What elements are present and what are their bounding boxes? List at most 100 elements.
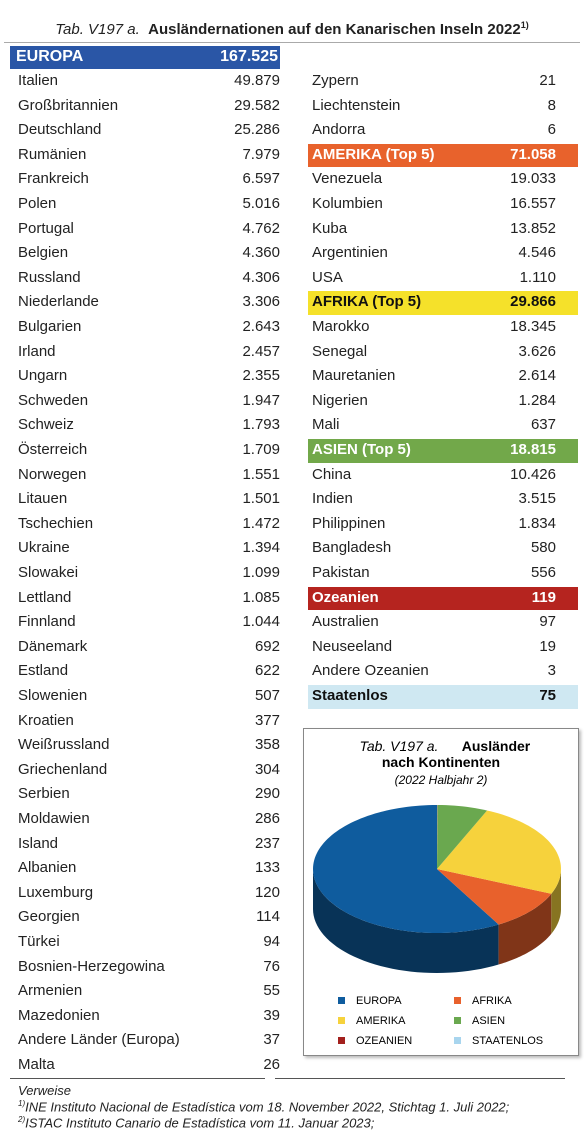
country-name: Großbritannien [18,96,119,114]
country-value: 8 [547,96,556,114]
country-name: Schweiz [18,416,74,434]
country-name: Ungarn [18,367,68,385]
country-name: Armenien [18,982,83,1000]
section-total: 75 [539,687,556,704]
pie-title-prefix: Tab. V197 a. [360,738,439,754]
country-value: 290 [254,785,280,803]
country-name: Slowenien [18,687,88,704]
country-name: Pakistan [312,564,370,581]
country-value: 304 [254,760,280,778]
country-value: 97 [539,613,556,631]
country-name: Andere Ozeanien [312,662,429,680]
title-rule [4,42,580,43]
country-name: Indien [312,490,353,508]
country-value: 133 [254,859,280,877]
slice [437,805,438,869]
country-value: 21 [539,72,556,89]
legend-swatch [454,1037,461,1044]
country-value: 237 [254,834,280,852]
country-name: Senegal [312,342,368,360]
slice-side [313,869,499,973]
country-value: 1.085 [242,588,280,606]
section-name: EUROPA [16,48,84,66]
country-value: 4.360 [242,244,280,262]
country-value: 1.834 [518,514,556,532]
country-value: 3.515 [518,490,556,508]
pie-subtitle: (2022 Halbjahr 2) [395,773,488,787]
country-name: Estland [18,662,69,680]
country-name: Türkei [18,933,60,950]
section-header [308,439,578,463]
country-value: 4.546 [518,244,556,262]
country-value: 2.457 [242,342,280,360]
country-value: 637 [530,416,556,434]
country-name: Australien [312,613,379,631]
section-name: Staatenlos [312,687,388,704]
pie-chart: Tab. V197 a. Ausländer nach Kontinenten (… [313,738,561,1047]
country-name: Rumänien [18,145,87,163]
footnote-text: ISTAC Instituto Canario de Estadística v… [25,1115,375,1131]
country-value: 3 [547,662,556,680]
slice [437,869,552,925]
country-value: 1.099 [242,564,280,581]
country-value: 25.286 [234,121,280,139]
country-value: 286 [254,810,280,827]
country-name: Mali [312,416,340,434]
country-name: Kroatien [18,711,74,729]
section-total: 29.866 [510,293,556,311]
country-value: 6.597 [242,170,280,188]
country-name: Finnland [18,613,76,631]
country-value: 2.643 [242,318,280,335]
country-value: 26 [263,1056,280,1073]
legend-label: STAATENLOS [472,1035,543,1047]
country-value: 4.762 [242,219,280,237]
legend-swatch [454,997,461,1004]
country-name: Niederlande [18,293,99,311]
country-value: 120 [254,883,280,901]
country-name: Kuba [312,219,348,237]
country-value: 39 [263,1006,280,1024]
country-name: Philippinen [312,514,386,532]
country-value: 4.306 [242,268,280,286]
title-text: Ausländernationen auf den Kanarischen In… [148,21,521,38]
country-name: Österreich [18,441,88,458]
country-name: Lettland [18,588,72,606]
country-value: 19.033 [510,170,556,188]
section-total: 18.815 [510,441,556,458]
country-value: 556 [530,564,556,581]
pie-box: Tab. V197 a. Ausländer nach Kontinenten (… [303,728,579,1056]
legend-label: AMERIKA [356,1015,406,1027]
country-name: Venezuela [312,170,383,188]
country-name: Argentinien [312,244,388,262]
country-value: 114 [256,908,280,926]
country-value: 7.979 [242,145,280,163]
country-name: Albanien [18,859,77,877]
country-name: Portugal [18,219,74,237]
country-name: Weißrussland [18,736,110,754]
pie-title-text: Ausländer nach Kontinenten [382,738,531,770]
section-name: AMERIKA (Top 5) [312,145,435,163]
country-value: 2.614 [518,367,556,385]
country-name: Neuseeland [312,637,393,655]
country-name: Moldawien [18,810,90,827]
country-value: 1.472 [242,514,280,532]
title-note: 1) [520,20,529,30]
country-value: 692 [254,637,280,655]
country-name: China [312,465,352,483]
country-value: 507 [254,687,280,704]
country-value: 1.709 [242,441,280,458]
country-name: Italien [18,72,59,89]
slice [437,805,488,869]
slice-side [498,893,552,965]
country-name: Andorra [312,121,366,139]
country-value: 10.426 [510,465,556,483]
country-name: Deutschland [18,121,102,139]
title-prefix: Tab. V197 a. [55,21,140,38]
footnote-text: INE Instituto Nacional de Estadística vo… [25,1099,510,1115]
country-value: 1.394 [242,539,280,557]
country-name: Dänemark [18,637,88,655]
country-name: USA [312,268,343,286]
country-name: Malta [18,1056,55,1073]
slice-side [551,869,561,934]
